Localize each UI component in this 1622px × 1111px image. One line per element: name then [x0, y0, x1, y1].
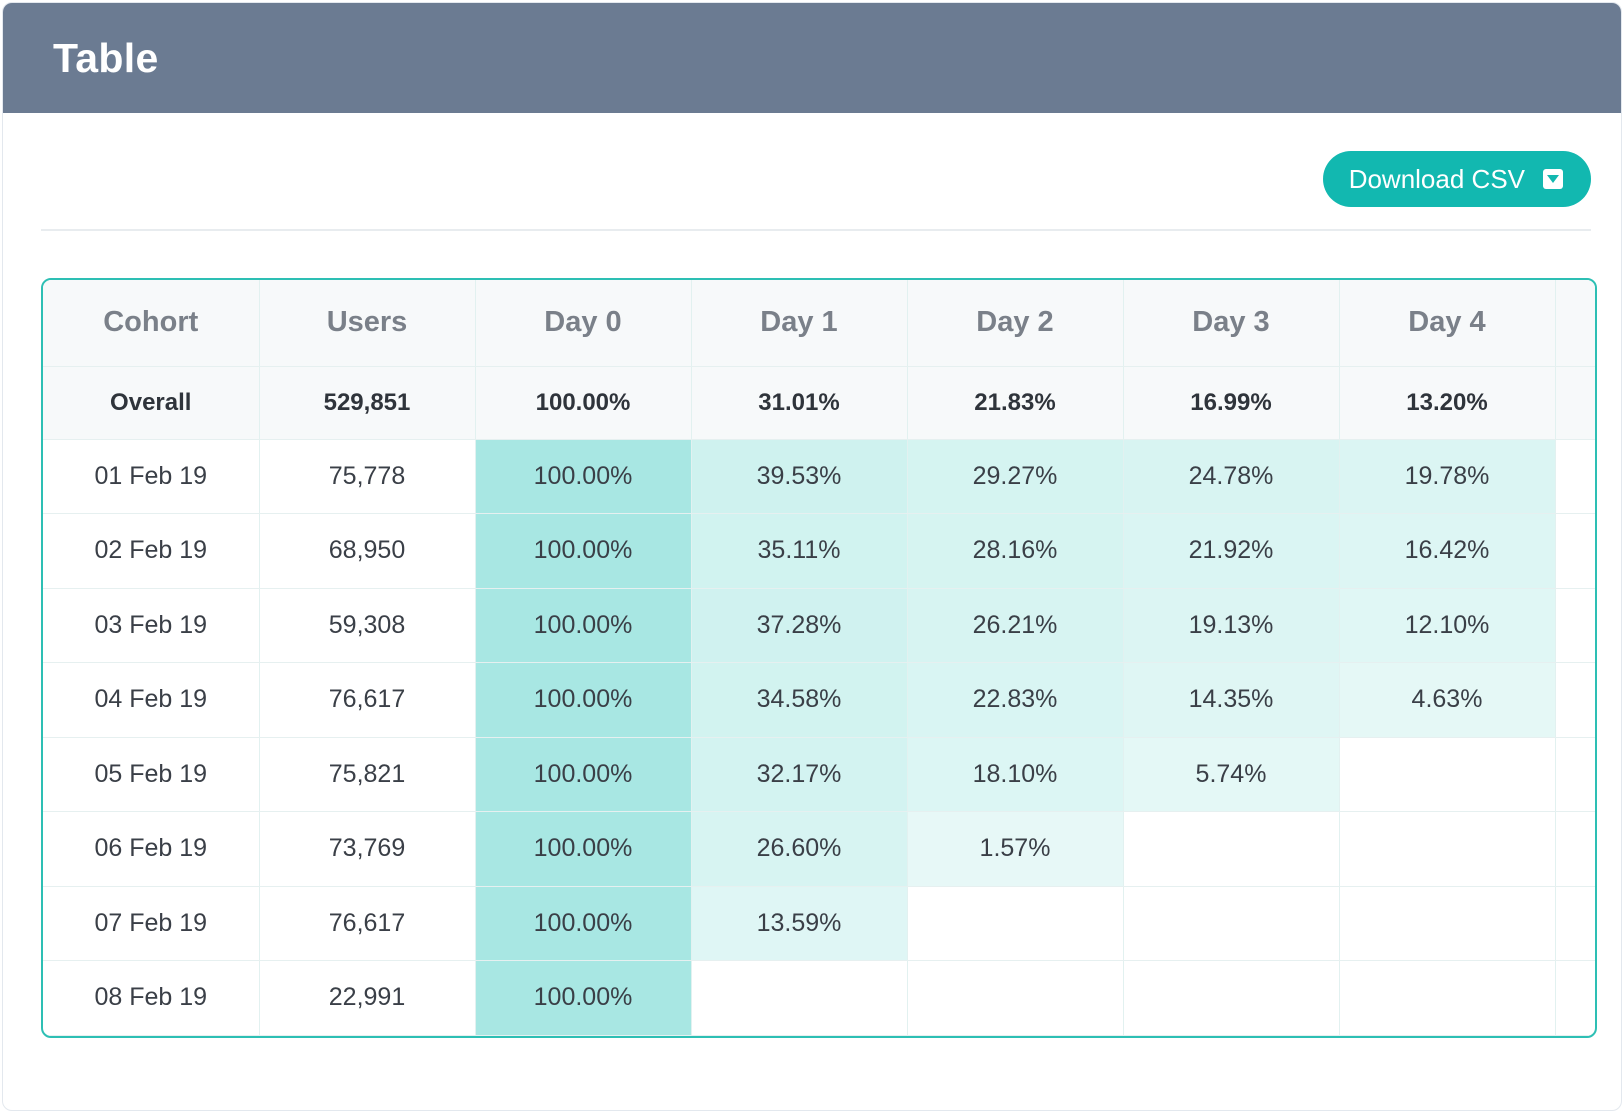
table-row: 02 Feb 19 68,950 100.00% 35.11% 28.16% 21.92%… [43, 513, 1595, 589]
day-1-cell: 26.60% [691, 811, 908, 887]
cohort-cell: 03 Feb 19 [43, 588, 260, 663]
day-4-cell: 19.78% [1339, 439, 1556, 514]
table-row: 05 Feb 19 75,821 100.00% 32.17% 18.10% 5.74% [43, 737, 1595, 812]
day-0-cell: 100.00% [475, 588, 692, 663]
column-header-day-1[interactable]: Day 1 [691, 280, 908, 367]
users-cell: 76,617 [259, 662, 476, 738]
day-0-cell: 100.00% [475, 811, 692, 887]
cohort-cell: 04 Feb 19 [43, 662, 260, 738]
row-overflow [1555, 513, 1595, 589]
column-header-day-0[interactable]: Day 0 [475, 280, 692, 367]
overall-day-3: 16.99% [1123, 366, 1340, 440]
day-4-cell [1339, 811, 1556, 887]
row-overflow [1555, 588, 1595, 663]
row-overflow [1555, 811, 1595, 887]
table-row: 06 Feb 19 73,769 100.00% 26.60% 1.57% [43, 811, 1595, 887]
overall-day-4: 13.20% [1339, 366, 1556, 440]
overall-users: 529,851 [259, 366, 476, 440]
cohort-cell: 06 Feb 19 [43, 811, 260, 887]
day-0-cell: 100.00% [475, 513, 692, 589]
day-2-cell: 1.57% [907, 811, 1124, 887]
day-0-cell: 100.00% [475, 662, 692, 738]
table-row: 07 Feb 19 76,617 100.00% 13.59% [43, 886, 1595, 961]
day-3-cell: 14.35% [1123, 662, 1340, 738]
day-1-cell [691, 960, 908, 1036]
overall-cohort: Overall [43, 366, 260, 440]
users-cell: 68,950 [259, 513, 476, 589]
day-3-cell [1123, 960, 1340, 1036]
download-csv-label: Download CSV [1348, 163, 1525, 194]
table-row: 04 Feb 19 76,617 100.00% 34.58% 22.83% 14.35%… [43, 662, 1595, 738]
day-4-cell: 16.42% [1339, 513, 1556, 589]
card-header: Table [3, 3, 1621, 113]
table-row: 08 Feb 19 22,991 100.00% [43, 960, 1595, 1036]
download-dropdown-icon [1543, 169, 1563, 189]
table-row: 01 Feb 19 75,778 100.00% 39.53% 29.27% 24.78%… [43, 439, 1595, 514]
download-csv-button[interactable]: Download CSV [1322, 151, 1591, 207]
table-row: 03 Feb 19 59,308 100.00% 37.28% 26.21% 19.13%… [43, 588, 1595, 663]
day-1-cell: 13.59% [691, 886, 908, 961]
day-3-cell: 21.92% [1123, 513, 1340, 589]
row-overflow [1555, 960, 1595, 1036]
day-3-cell: 24.78% [1123, 439, 1340, 514]
day-4-cell [1339, 737, 1556, 812]
day-0-cell: 100.00% [475, 960, 692, 1036]
day-0-cell: 100.00% [475, 886, 692, 961]
day-0-cell: 100.00% [475, 737, 692, 812]
toolbar: Download CSV [1322, 151, 1591, 207]
day-2-cell: 26.21% [907, 588, 1124, 663]
page-title: Table [53, 34, 159, 81]
row-overflow [1555, 439, 1595, 514]
day-4-cell: 4.63% [1339, 662, 1556, 738]
day-1-cell: 37.28% [691, 588, 908, 663]
users-cell: 22,991 [259, 960, 476, 1036]
table-header-row: Cohort Users Day 0 Day 1 Day 2 Day 3 Day… [43, 280, 1595, 367]
users-cell: 59,308 [259, 588, 476, 663]
column-header-users[interactable]: Users [259, 280, 476, 367]
cohort-cell: 01 Feb 19 [43, 439, 260, 514]
column-header-day-3[interactable]: Day 3 [1123, 280, 1340, 367]
divider [41, 229, 1591, 231]
users-cell: 73,769 [259, 811, 476, 887]
day-2-cell: 18.10% [907, 737, 1124, 812]
day-3-cell [1123, 886, 1340, 961]
column-header-day-4[interactable]: Day 4 [1339, 280, 1556, 367]
cohort-cell: 08 Feb 19 [43, 960, 260, 1036]
column-header-cohort[interactable]: Cohort [43, 280, 260, 367]
cohort-cell: 05 Feb 19 [43, 737, 260, 812]
day-2-cell [907, 960, 1124, 1036]
day-1-cell: 35.11% [691, 513, 908, 589]
day-1-cell: 34.58% [691, 662, 908, 738]
users-cell: 76,617 [259, 886, 476, 961]
overall-day-2: 21.83% [907, 366, 1124, 440]
day-4-cell [1339, 886, 1556, 961]
row-overflow [1555, 737, 1595, 812]
overall-overflow [1555, 366, 1595, 440]
day-3-cell [1123, 811, 1340, 887]
cohort-cell: 07 Feb 19 [43, 886, 260, 961]
day-2-cell: 29.27% [907, 439, 1124, 514]
day-3-cell: 19.13% [1123, 588, 1340, 663]
day-4-cell: 12.10% [1339, 588, 1556, 663]
cohort-cell: 02 Feb 19 [43, 513, 260, 589]
column-header-overflow [1555, 280, 1595, 367]
row-overflow [1555, 886, 1595, 961]
day-3-cell: 5.74% [1123, 737, 1340, 812]
day-1-cell: 32.17% [691, 737, 908, 812]
overall-day-0: 100.00% [475, 366, 692, 440]
day-1-cell: 39.53% [691, 439, 908, 514]
cohort-table: Cohort Users Day 0 Day 1 Day 2 Day 3 Day… [41, 278, 1597, 1038]
users-cell: 75,778 [259, 439, 476, 514]
day-2-cell: 22.83% [907, 662, 1124, 738]
overall-day-1: 31.01% [691, 366, 908, 440]
column-header-day-2[interactable]: Day 2 [907, 280, 1124, 367]
row-overflow [1555, 662, 1595, 738]
day-0-cell: 100.00% [475, 439, 692, 514]
overall-row: Overall 529,851 100.00% 31.01% 21.83% 16… [43, 366, 1595, 440]
day-4-cell [1339, 960, 1556, 1036]
day-2-cell [907, 886, 1124, 961]
users-cell: 75,821 [259, 737, 476, 812]
day-2-cell: 28.16% [907, 513, 1124, 589]
